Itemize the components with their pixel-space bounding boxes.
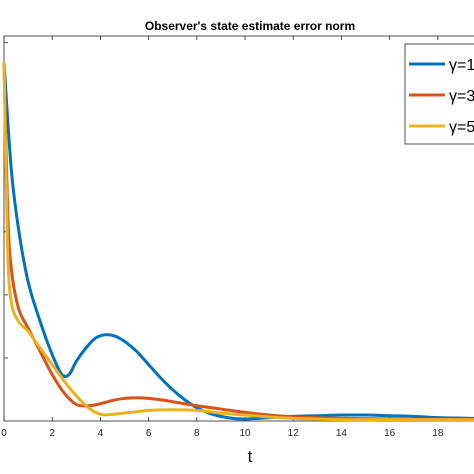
legend-label-1: γ=1	[449, 57, 474, 74]
series-line-3	[2, 62, 474, 422]
x-tick-label: 12	[288, 428, 300, 439]
series-lines	[2, 62, 474, 422]
x-tick-label: 6	[146, 428, 152, 439]
x-axis-label: t	[248, 447, 253, 466]
chart-title: Observer's state estimate error norm	[145, 19, 355, 33]
series-line-1	[2, 62, 474, 421]
legend: γ=1 γ=3 γ=5	[404, 43, 474, 145]
x-tick-label: 14	[336, 428, 348, 439]
x-tick-label: 16	[384, 428, 396, 439]
legend-label-3: γ=5	[449, 119, 474, 136]
x-tick-label: 8	[194, 428, 200, 439]
x-tick-label: 18	[432, 428, 444, 439]
x-tick-label: 0	[1, 428, 7, 439]
x-tick-label: 10	[239, 428, 251, 439]
legend-label-2: γ=3	[449, 88, 474, 105]
plot-area	[3, 35, 474, 422]
x-tick-label: 4	[98, 428, 104, 439]
x-tick-label: 2	[49, 428, 55, 439]
